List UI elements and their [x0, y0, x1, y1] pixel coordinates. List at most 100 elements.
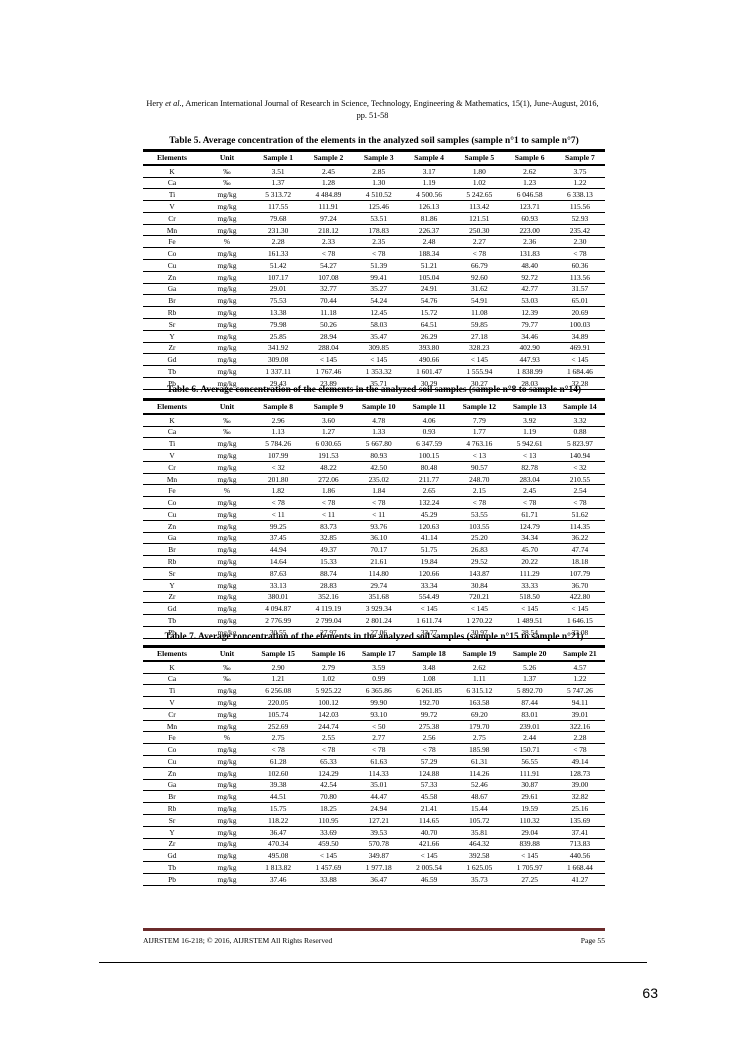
value-cell: 6 338.13 [554, 188, 606, 202]
value-cell: 226.37 [403, 224, 455, 237]
unit-cell: mg/kg [201, 708, 253, 721]
value-cell: 53.03 [504, 294, 555, 308]
value-cell: 44.94 [253, 543, 304, 557]
value-cell: 191.53 [303, 449, 354, 462]
value-cell: 252.69 [253, 720, 304, 733]
value-cell: < 13 [454, 449, 505, 462]
element-cell: V [143, 449, 201, 462]
table-row: Cu mg/kg 51.42 54.27 51.39 51.21 66.79 48.40 60.… [143, 259, 606, 272]
value-cell: 142.03 [303, 708, 354, 721]
unit-cell: mg/kg [201, 767, 253, 780]
value-cell: 1 813.82 [253, 861, 304, 874]
value-cell: 48.67 [454, 790, 505, 804]
value-cell: 65.01 [554, 294, 606, 308]
value-cell: 35.81 [454, 826, 505, 839]
table-row: Zn mg/kg 107.17 107.08 99.41 105.04 92.60 92.72… [143, 271, 606, 284]
table-header-row: Elements Unit Sample 15 Sample 16 Sample… [143, 644, 606, 662]
value-cell: 1.08 [403, 673, 455, 686]
value-cell: 464.32 [454, 838, 505, 851]
value-cell: 113.56 [554, 271, 606, 284]
running-head-suffix: , American International Journal of Rese… [181, 99, 599, 108]
unit-cell: mg/kg [201, 873, 253, 886]
table-row: Tb mg/kg 1 337.11 1 767.46 1 353.32 1 601.47 1… [143, 365, 606, 378]
value-cell: 100.12 [303, 696, 354, 709]
value-cell: 4.78 [353, 412, 404, 427]
value-cell: 5.26 [504, 659, 555, 674]
value-cell: < 78 [403, 743, 455, 757]
value-cell: 105.04 [403, 271, 455, 284]
value-cell: 31.57 [554, 283, 606, 296]
value-cell: < 78 [353, 496, 404, 510]
unit-cell: mg/kg [201, 779, 253, 792]
value-cell: 2.85 [353, 163, 404, 178]
value-cell: < 78 [353, 743, 404, 757]
value-cell: 45.29 [403, 508, 455, 521]
value-cell: < 145 [554, 602, 606, 616]
element-cell: K [143, 412, 201, 427]
element-cell: V [143, 200, 201, 213]
value-cell: 49.14 [554, 755, 606, 768]
table-5: Elements Unit Sample 1 Sample 2 Sample 3… [143, 148, 606, 390]
value-cell: 36.22 [554, 532, 606, 545]
value-cell: 90.57 [454, 461, 505, 474]
value-cell: 0.99 [353, 673, 404, 686]
unit-cell: mg/kg [201, 306, 253, 319]
value-cell: 48.40 [504, 259, 555, 272]
unit-cell: mg/kg [201, 212, 253, 225]
value-cell: 5 925.22 [303, 684, 354, 698]
value-cell: 120.63 [403, 520, 455, 533]
element-cell: Zn [143, 520, 201, 533]
element-cell: Ca [143, 673, 201, 686]
unit-cell: mg/kg [201, 188, 253, 202]
value-cell: 30.87 [504, 779, 555, 792]
value-cell: 51.39 [353, 259, 404, 272]
table-row: Cr mg/kg 79.68 97.24 53.51 81.86 121.51 60.93 52… [143, 212, 606, 225]
value-cell: 1 555.94 [454, 365, 505, 378]
value-cell: < 32 [554, 461, 606, 474]
element-cell: Cr [143, 708, 201, 721]
value-cell: < 145 [454, 353, 505, 367]
value-cell: 120.66 [403, 567, 455, 580]
element-cell: Fe [143, 484, 201, 498]
value-cell: 111.91 [303, 200, 354, 213]
unit-cell: mg/kg [201, 614, 253, 627]
value-cell: 45.70 [504, 543, 555, 557]
footer-copyright: AIJRSTEM 16-218; © 2016, AIJRSTEM All Ri… [143, 936, 333, 945]
value-cell: < 145 [303, 353, 354, 367]
value-cell: 41.27 [554, 873, 606, 886]
value-cell: 0.88 [554, 426, 606, 439]
value-cell: 6 315.12 [454, 684, 505, 698]
value-cell: 143.87 [454, 567, 505, 580]
value-cell: 161.33 [253, 247, 304, 261]
column-header: Sample 9 [303, 397, 354, 415]
value-cell: 70.44 [303, 294, 354, 308]
unit-cell: mg/kg [201, 814, 253, 827]
value-cell: 44.51 [253, 790, 304, 804]
value-cell: 2.28 [253, 235, 304, 249]
value-cell: 6 261.85 [403, 684, 455, 698]
value-cell: 283.04 [504, 473, 555, 486]
element-cell: Cu [143, 755, 201, 768]
value-cell: 37.46 [253, 873, 304, 886]
value-cell: 107.79 [554, 567, 606, 580]
value-cell: 82.78 [504, 461, 555, 474]
value-cell: 275.38 [403, 720, 455, 733]
value-cell: 99.41 [353, 271, 404, 284]
value-cell: 87.44 [504, 696, 555, 709]
table-row: Mn mg/kg 201.80 272.06 235.02 211.77 248.70 283… [143, 473, 606, 486]
element-cell: Zr [143, 591, 201, 604]
value-cell: 393.80 [403, 342, 455, 355]
unit-cell: mg/kg [201, 437, 253, 451]
unit-cell: mg/kg [201, 200, 253, 213]
table-row: Pb mg/kg 37.46 33.88 36.47 46.59 35.73 27.25 41.… [143, 873, 606, 886]
value-cell: 34.34 [504, 532, 555, 545]
value-cell: 15.72 [403, 306, 455, 319]
value-cell: 24.94 [353, 802, 404, 815]
value-cell: 48.22 [303, 461, 354, 474]
unit-cell: mg/kg [201, 591, 253, 604]
value-cell: 470.34 [253, 838, 304, 851]
